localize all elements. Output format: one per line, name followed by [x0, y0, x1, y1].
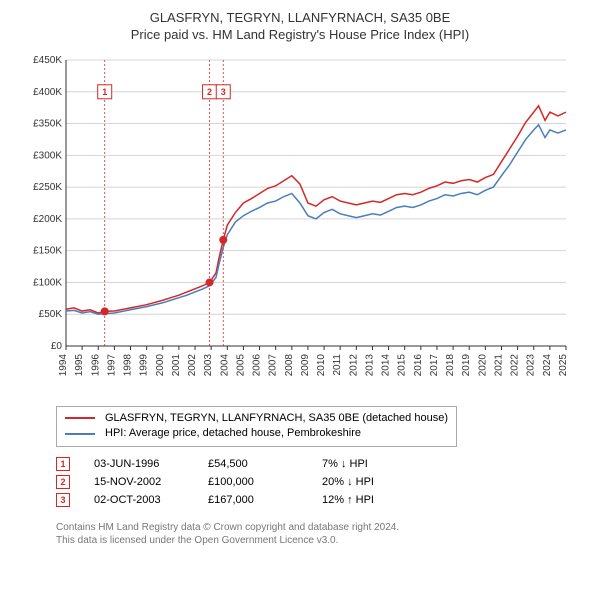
svg-text:1: 1	[102, 87, 107, 97]
legend-item: HPI: Average price, detached house, Pemb…	[65, 426, 448, 441]
credits: Contains HM Land Registry data © Crown c…	[56, 521, 590, 547]
svg-text:2022: 2022	[510, 353, 521, 376]
sale-pct: 12% ↑ HPI	[322, 494, 412, 506]
svg-text:2000: 2000	[155, 353, 166, 376]
sale-marker-box: 3	[56, 493, 70, 507]
svg-text:2003: 2003	[203, 353, 214, 376]
svg-text:2009: 2009	[300, 353, 311, 376]
svg-text:2018: 2018	[445, 353, 456, 376]
legend-swatch	[65, 417, 95, 419]
svg-text:£200K: £200K	[33, 214, 62, 225]
svg-text:1994: 1994	[58, 353, 69, 376]
sale-date: 02-OCT-2003	[94, 494, 184, 506]
sale-row: 1 03-JUN-1996 £54,500 7% ↓ HPI	[56, 457, 590, 471]
svg-text:2021: 2021	[493, 353, 504, 376]
svg-text:2004: 2004	[219, 353, 230, 376]
legend-item: GLASFRYN, TEGRYN, LLANFYRNACH, SA35 0BE …	[65, 411, 448, 426]
sale-row: 2 15-NOV-2002 £100,000 20% ↓ HPI	[56, 475, 590, 489]
svg-text:2011: 2011	[332, 353, 343, 375]
title-block: GLASFRYN, TEGRYN, LLANFYRNACH, SA35 0BE …	[10, 10, 590, 44]
svg-text:1999: 1999	[139, 353, 150, 376]
svg-text:2017: 2017	[429, 353, 440, 376]
svg-text:2023: 2023	[526, 353, 537, 376]
svg-text:2016: 2016	[413, 353, 424, 376]
sale-date: 03-JUN-1996	[94, 458, 184, 470]
sale-pct: 7% ↓ HPI	[322, 458, 412, 470]
svg-text:1998: 1998	[123, 353, 134, 376]
chart-svg: £0 £50K £100K £150K £200K £250K £300K £350K £400…	[20, 50, 580, 400]
svg-text:2019: 2019	[461, 353, 472, 376]
svg-text:£300K: £300K	[33, 150, 62, 161]
svg-text:2024: 2024	[542, 353, 553, 376]
legend-swatch	[65, 433, 95, 435]
svg-text:£250K: £250K	[33, 182, 62, 193]
title-line1: GLASFRYN, TEGRYN, LLANFYRNACH, SA35 0BE	[10, 10, 590, 27]
svg-text:3: 3	[221, 87, 226, 97]
legend: GLASFRYN, TEGRYN, LLANFYRNACH, SA35 0BE …	[56, 406, 457, 447]
svg-text:2002: 2002	[187, 353, 198, 376]
svg-text:2015: 2015	[397, 353, 408, 376]
svg-text:2014: 2014	[381, 353, 392, 376]
svg-text:£450K: £450K	[33, 55, 62, 66]
sale-pct: 20% ↓ HPI	[322, 476, 412, 488]
svg-text:£50K: £50K	[39, 309, 63, 320]
svg-text:2006: 2006	[252, 353, 263, 376]
svg-text:1997: 1997	[106, 353, 117, 376]
sale-row: 3 02-OCT-2003 £167,000 12% ↑ HPI	[56, 493, 590, 507]
sale-price: £100,000	[208, 476, 298, 488]
svg-text:£100K: £100K	[33, 277, 62, 288]
legend-label: GLASFRYN, TEGRYN, LLANFYRNACH, SA35 0BE …	[105, 411, 448, 426]
svg-text:1995: 1995	[74, 353, 85, 376]
svg-text:2012: 2012	[348, 353, 359, 376]
svg-text:£150K: £150K	[33, 245, 62, 256]
svg-text:2001: 2001	[171, 353, 182, 376]
svg-text:2013: 2013	[364, 353, 375, 376]
svg-text:£350K: £350K	[33, 118, 62, 129]
svg-text:£0: £0	[51, 341, 63, 352]
svg-text:2025: 2025	[558, 353, 569, 376]
svg-text:2: 2	[207, 87, 212, 97]
credits-line2: This data is licensed under the Open Gov…	[56, 534, 590, 547]
chart-wrapper: GLASFRYN, TEGRYN, LLANFYRNACH, SA35 0BE …	[10, 10, 590, 547]
sale-date: 15-NOV-2002	[94, 476, 184, 488]
sale-price: £167,000	[208, 494, 298, 506]
svg-text:2010: 2010	[316, 353, 327, 376]
svg-text:2007: 2007	[268, 353, 279, 376]
svg-text:2005: 2005	[235, 353, 246, 376]
legend-label: HPI: Average price, detached house, Pemb…	[105, 426, 361, 441]
sales-list: 1 03-JUN-1996 £54,500 7% ↓ HPI 2 15-NOV-…	[56, 457, 590, 507]
sale-price: £54,500	[208, 458, 298, 470]
plot-area: £0 £50K £100K £150K £200K £250K £300K £350K £400…	[20, 50, 580, 400]
svg-text:2008: 2008	[284, 353, 295, 376]
svg-text:£400K: £400K	[33, 87, 62, 98]
sale-marker-box: 2	[56, 475, 70, 489]
title-line2: Price paid vs. HM Land Registry's House …	[10, 27, 590, 44]
credits-line1: Contains HM Land Registry data © Crown c…	[56, 521, 590, 534]
svg-text:1996: 1996	[90, 353, 101, 376]
svg-text:2020: 2020	[477, 353, 488, 376]
sale-marker-box: 1	[56, 457, 70, 471]
